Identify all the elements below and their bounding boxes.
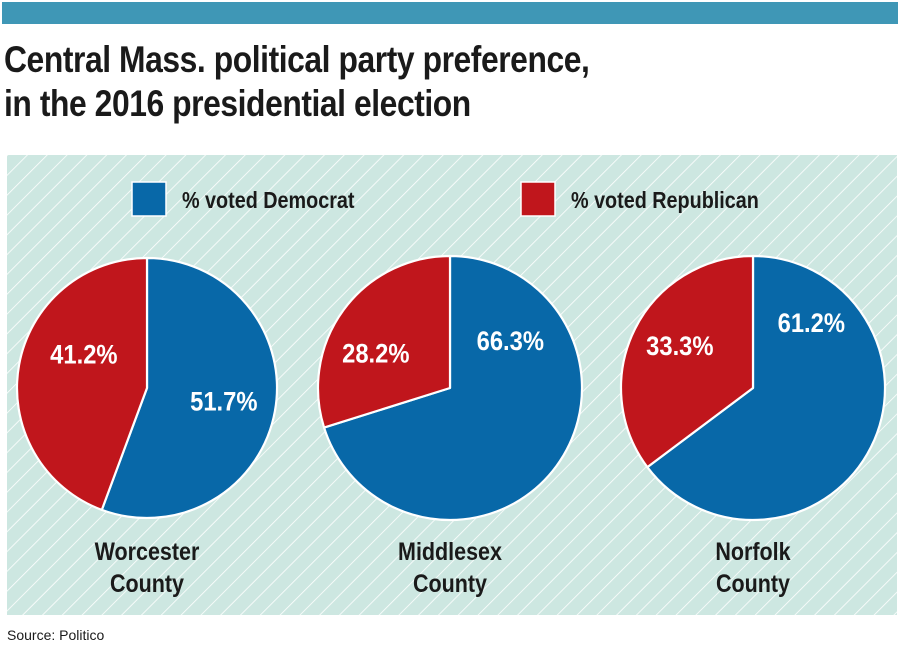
county-suffix: County (110, 569, 184, 597)
data-label-republican: 33.3% (646, 331, 713, 361)
data-label-republican: 28.2% (342, 339, 409, 369)
legend-label-democrat: % voted Democrat (182, 188, 354, 214)
data-label-democrat: 66.3% (477, 327, 544, 357)
county-name: Norfolk (715, 537, 790, 565)
legend-swatch-democrat (131, 181, 167, 217)
pie-charts: 51.7% 41.2% Worcester County 66.3% 28.2% Middl… (15, 254, 887, 597)
data-label-democrat: 61.2% (778, 309, 845, 339)
county-name: Middlesex (398, 537, 502, 565)
pie-slice-republican (316, 254, 452, 429)
data-label-republican: 41.2% (50, 340, 117, 370)
source-note: Source: Politico (7, 627, 105, 643)
pie-slice-democrat (646, 254, 887, 522)
pie-worcester: 51.7% 41.2% Worcester County (15, 256, 279, 597)
legend-item-democrat: % voted Democrat (131, 181, 354, 217)
data-label-democrat: 51.7% (190, 387, 257, 417)
pie-slice-democrat (100, 256, 279, 520)
header-bar (2, 2, 898, 24)
title-line-1: Central Mass. political party preference… (4, 39, 590, 80)
legend-label-republican: % voted Republican (571, 188, 759, 214)
county-suffix: County (716, 569, 790, 597)
county-suffix: County (413, 569, 487, 597)
pie-middlesex: 66.3% 28.2% Middlesex County (316, 254, 584, 597)
pie-slice-democrat (322, 254, 584, 522)
chart-title: Central Mass. political party preference… (4, 38, 590, 126)
legend-swatch-republican (520, 181, 556, 217)
legend: % voted Democrat % voted Republican (131, 181, 759, 217)
title-line-2: in the 2016 presidential election (4, 83, 471, 124)
pie-slice-republican (619, 254, 755, 469)
pie-norfolk: 61.2% 33.3% Norfolk County (619, 254, 887, 597)
pie-slice-republican (15, 256, 149, 511)
county-name: Worcester (95, 537, 200, 565)
chart-panel: % voted Democrat % voted Republican 51.7… (7, 155, 897, 615)
legend-item-republican: % voted Republican (520, 181, 759, 217)
